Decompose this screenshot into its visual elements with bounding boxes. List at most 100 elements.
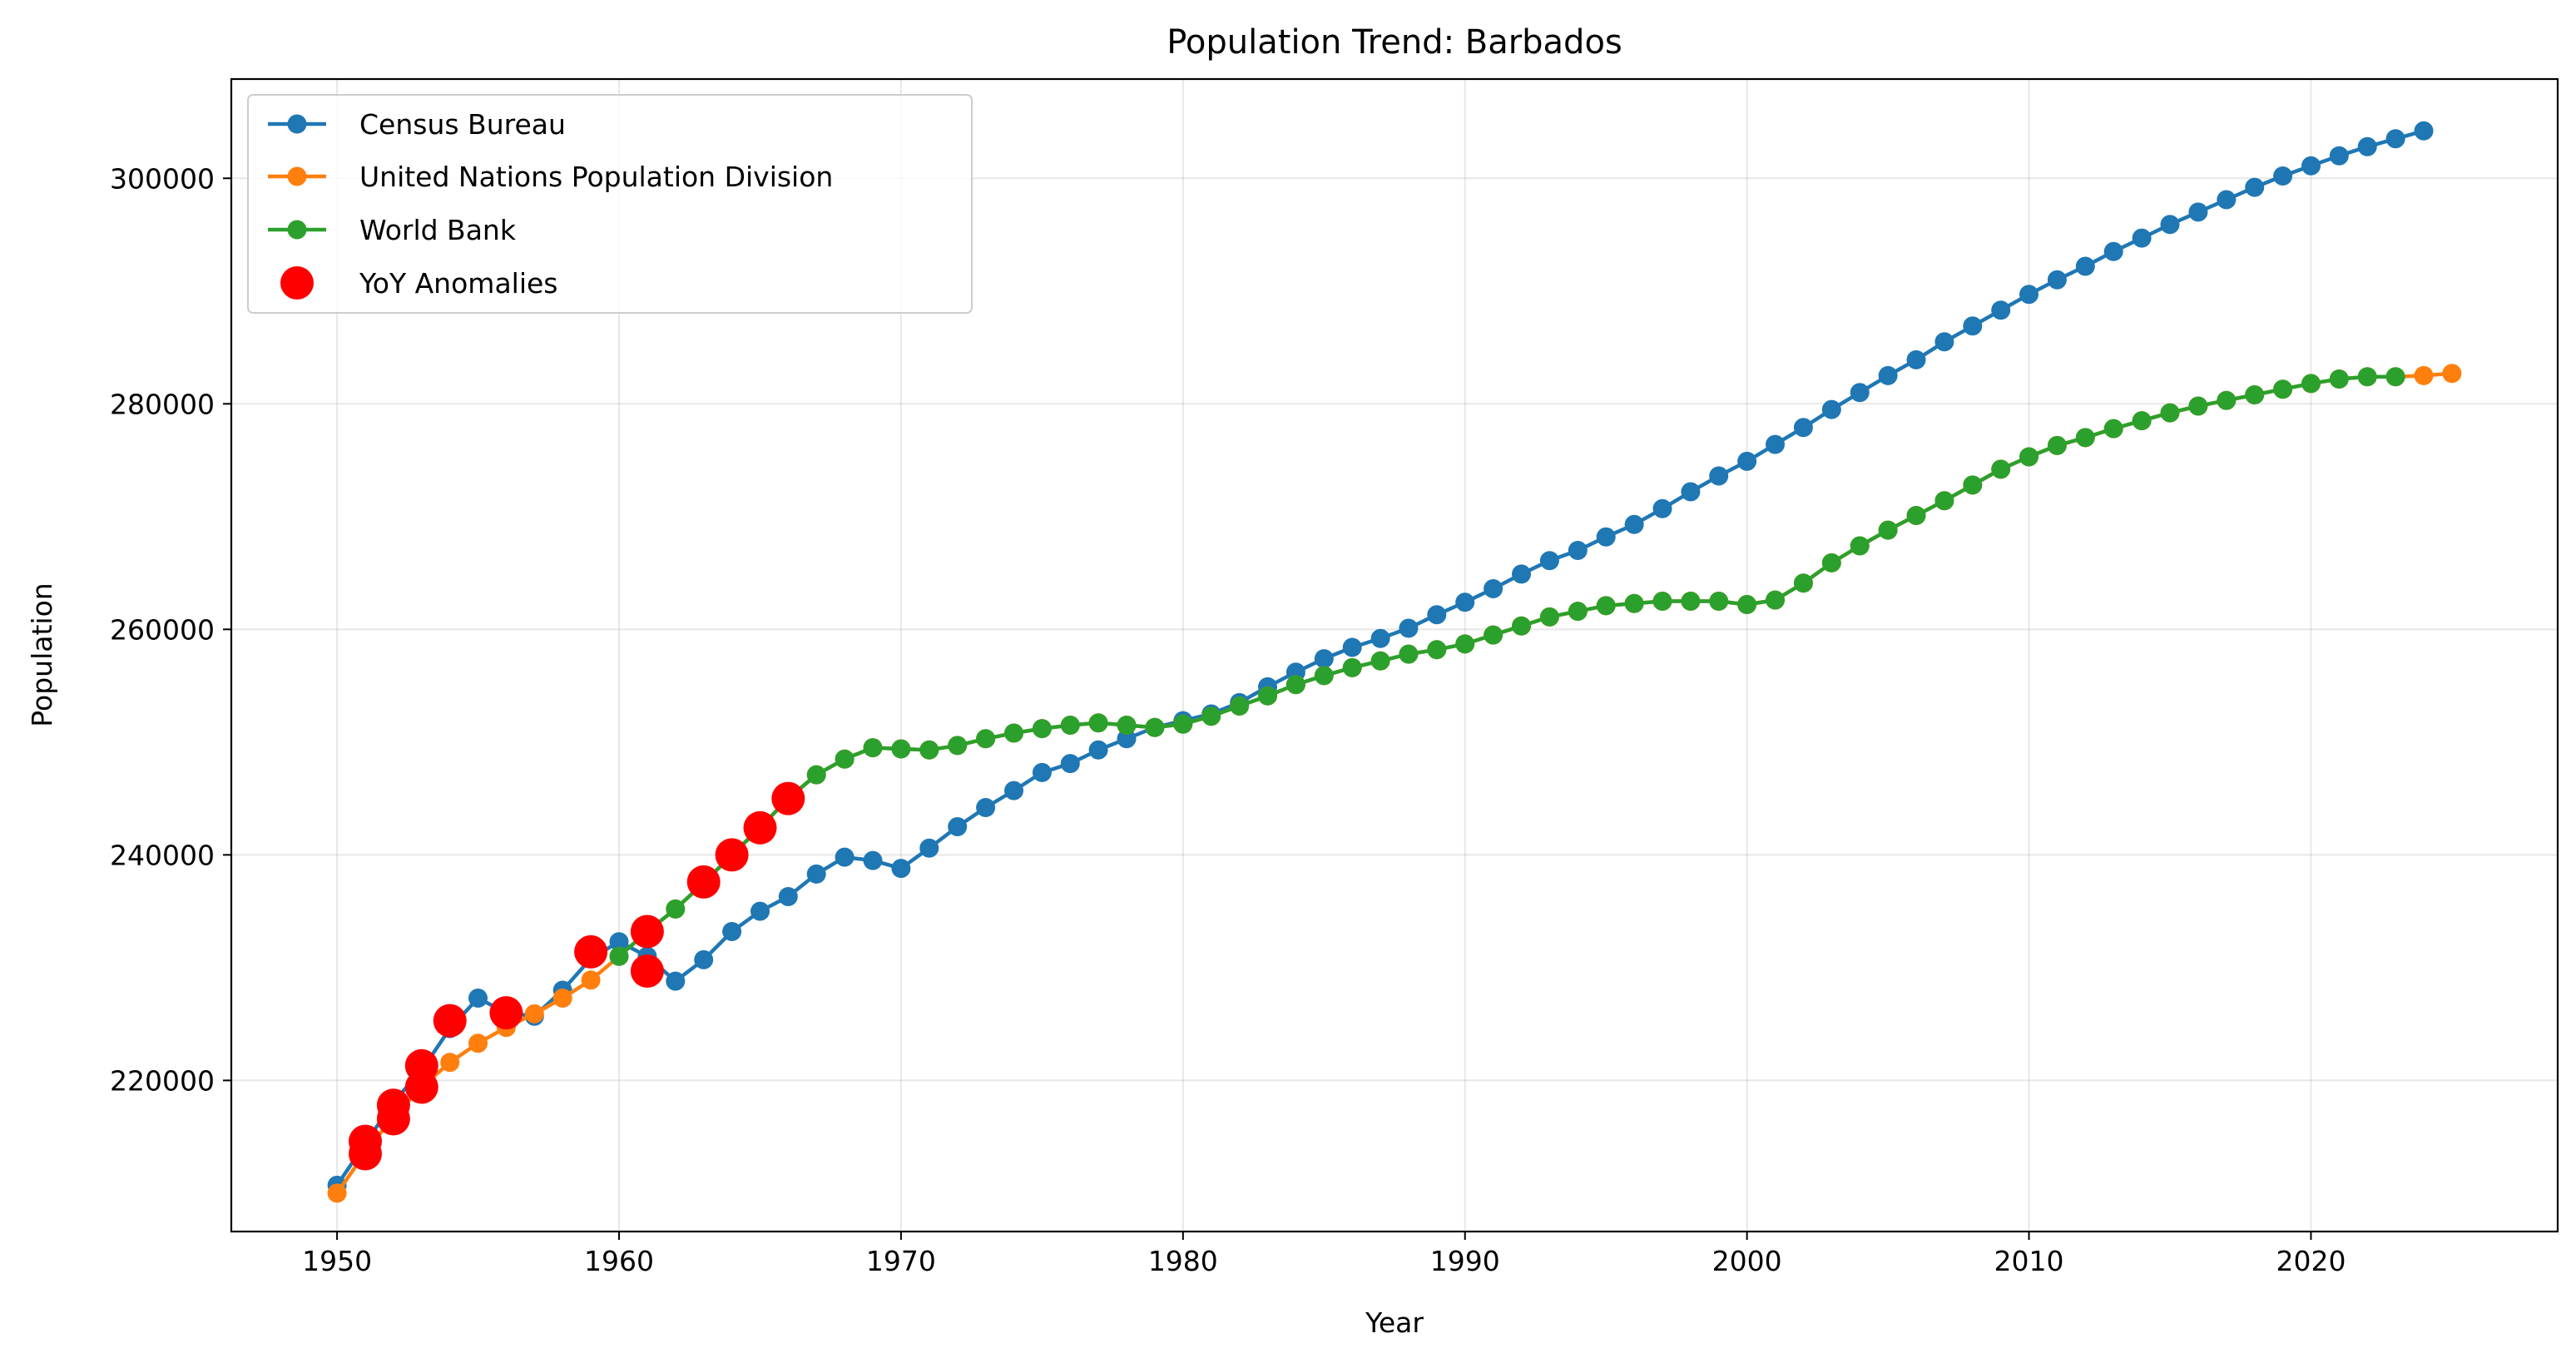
anomaly-point xyxy=(349,1137,382,1171)
data-point xyxy=(1963,316,1983,336)
data-point xyxy=(1145,717,1165,737)
data-point xyxy=(666,971,686,991)
anomaly-point xyxy=(630,954,664,988)
legend-label-census-bureau: Census Bureau xyxy=(359,108,566,141)
x-tick-label: 1950 xyxy=(302,1245,372,1277)
data-point xyxy=(948,736,968,756)
data-point xyxy=(2329,146,2349,166)
axes: 1950 1960 1970 1980 1990 2000 2010 2020 220000 24… xyxy=(110,162,2346,1277)
data-point xyxy=(2385,367,2405,387)
y-axis-title: Population xyxy=(26,582,58,726)
x-tick-label: 2010 xyxy=(1994,1245,2064,1277)
series-yoy-anomalies xyxy=(349,781,805,1171)
data-point xyxy=(751,901,770,921)
data-point xyxy=(2047,435,2067,455)
y-tick-label: 240000 xyxy=(110,839,215,871)
data-point xyxy=(524,1004,544,1023)
data-point xyxy=(2103,419,2123,439)
x-tick-label: 2020 xyxy=(2276,1245,2346,1277)
data-point xyxy=(1060,754,1080,774)
data-point xyxy=(976,729,996,749)
anomaly-point xyxy=(489,996,523,1030)
data-point xyxy=(1681,482,1701,502)
data-point xyxy=(948,817,968,836)
data-point xyxy=(1032,719,1052,739)
data-point xyxy=(2414,365,2434,385)
y-tick-label: 300000 xyxy=(110,162,215,195)
data-point xyxy=(2019,285,2039,305)
data-point xyxy=(1766,434,1785,454)
data-point xyxy=(1934,332,1954,352)
data-point xyxy=(2132,411,2152,431)
data-point xyxy=(1539,607,1559,627)
data-point xyxy=(1004,723,1023,743)
x-axis-title: Year xyxy=(1365,1306,1424,1339)
plot-frame xyxy=(230,77,2559,1233)
data-point xyxy=(778,887,798,906)
y-tick-label: 220000 xyxy=(110,1064,215,1097)
data-point xyxy=(1032,762,1052,782)
data-point xyxy=(1455,592,1475,612)
anomaly-point xyxy=(771,781,805,815)
data-point xyxy=(1850,383,1870,403)
legend-marker-world-bank xyxy=(287,220,307,240)
data-point xyxy=(1991,459,2011,479)
data-point xyxy=(2442,364,2462,384)
plot-area xyxy=(327,121,2462,1203)
data-point xyxy=(1342,637,1362,657)
data-point xyxy=(2414,121,2434,141)
data-point xyxy=(1117,729,1137,749)
data-point xyxy=(2160,403,2180,423)
data-point xyxy=(1963,475,1983,495)
legend-label-un-population-division: United Nations Population Division xyxy=(359,161,833,193)
data-point xyxy=(1370,651,1390,671)
data-point xyxy=(1906,349,1926,369)
data-point xyxy=(722,922,742,941)
data-point xyxy=(835,847,855,867)
x-tick-label: 2000 xyxy=(1712,1245,1782,1277)
data-point xyxy=(1709,466,1729,486)
data-point xyxy=(1652,592,1672,611)
data-point xyxy=(2357,367,2377,387)
legend-label-world-bank: World Bank xyxy=(359,214,517,246)
legend: Census Bureau United Nations Population … xyxy=(247,94,973,314)
legend-entry-world-bank: World Bank xyxy=(268,214,517,246)
data-point xyxy=(1427,640,1447,660)
data-point xyxy=(1850,536,1870,556)
data-point xyxy=(1173,714,1193,734)
data-point xyxy=(806,864,826,884)
data-point xyxy=(976,798,996,817)
series-line-world-bank xyxy=(617,374,2396,958)
data-point xyxy=(1088,740,1108,760)
data-point xyxy=(1737,595,1757,614)
data-point xyxy=(1934,491,1954,511)
data-point xyxy=(552,989,572,1008)
anomaly-point xyxy=(743,810,777,845)
data-point xyxy=(891,859,911,879)
data-point xyxy=(1314,666,1334,686)
data-point xyxy=(1399,618,1419,638)
data-point xyxy=(1652,498,1672,518)
data-point xyxy=(2188,202,2208,222)
data-point xyxy=(1314,649,1334,669)
data-point xyxy=(1681,592,1701,611)
data-point xyxy=(2301,156,2321,176)
chart-title: Population Trend: Barbados xyxy=(1167,23,1622,62)
legend-label-yoy-anomalies: YoY Anomalies xyxy=(359,267,558,300)
data-point xyxy=(2103,241,2123,261)
anomaly-point xyxy=(630,914,664,949)
data-point xyxy=(1258,686,1277,706)
data-point xyxy=(1793,573,1813,593)
data-point xyxy=(2160,215,2180,235)
data-point xyxy=(468,989,488,1008)
data-point xyxy=(609,946,629,966)
data-point xyxy=(609,932,629,952)
data-point xyxy=(2132,228,2152,248)
data-point xyxy=(1201,706,1221,726)
data-point xyxy=(1596,596,1616,616)
data-point xyxy=(919,838,939,858)
data-point xyxy=(2273,379,2293,399)
data-point xyxy=(694,949,714,969)
